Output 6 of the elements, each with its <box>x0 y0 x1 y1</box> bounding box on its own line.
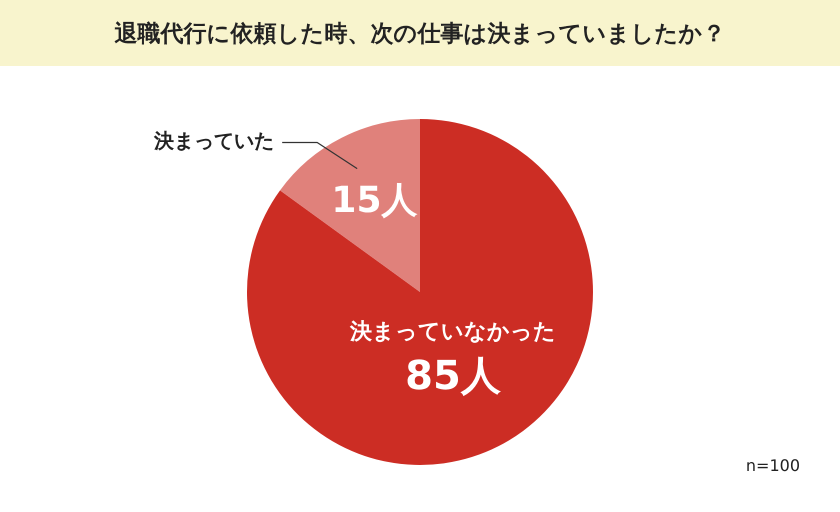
slice-label: 決まっていなかった <box>348 319 556 344</box>
data-label: 85人 <box>405 353 502 400</box>
text: n=100 <box>746 456 800 476</box>
data-label: 15人 <box>331 180 418 221</box>
slice-label: 決まっていた <box>153 128 274 153</box>
chart-title: 退職代行に依頼した時、次の仕事は決まっていましたか？ <box>0 0 840 66</box>
